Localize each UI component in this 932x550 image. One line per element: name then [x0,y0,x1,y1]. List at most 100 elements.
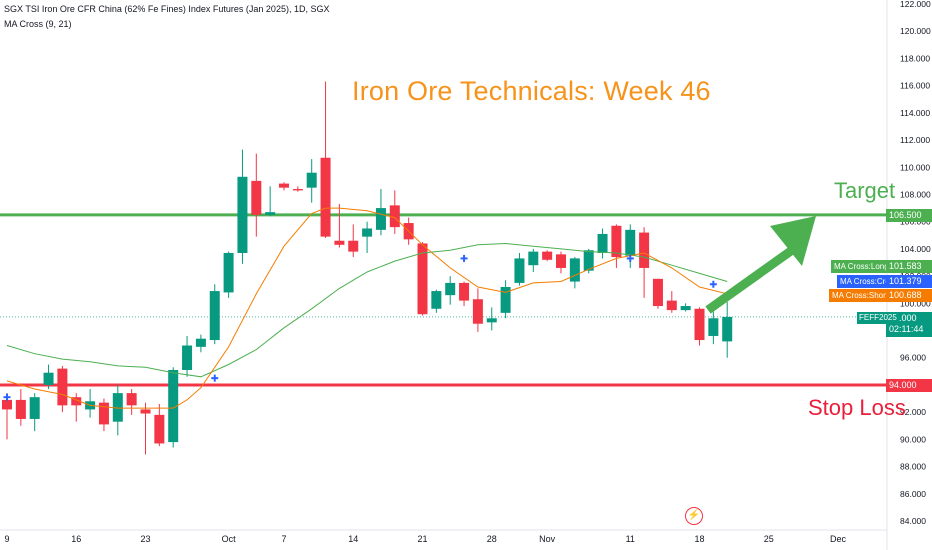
time-tick-label: 23 [140,534,150,544]
time-tick-label: Nov [539,534,556,544]
candle-body [389,205,400,228]
candle-body [195,338,206,347]
candle-body [237,176,248,253]
price-tick-label: 100.000 [900,298,931,308]
candle-body [639,232,650,268]
candle-body [680,306,691,311]
ma-long-price-label: 101.583 [886,260,932,273]
time-tick-label: 21 [417,534,427,544]
ma-short-price-label: 100.688 [886,289,932,302]
candle-body [417,243,428,315]
time-tick-label: 16 [71,534,81,544]
flash-icon[interactable]: ⚡ [685,507,703,525]
price-tick-label: 118.000 [900,53,930,63]
candle-body [722,316,733,342]
candle-body [583,250,594,271]
candle-body [71,397,82,406]
price-tick-label: 88.000 [900,462,926,472]
price-tick-label: 108.000 [900,189,931,199]
time-tick-label: 9 [4,534,9,544]
target-arrow [705,216,816,314]
bar-countdown: 02:11:44 [889,324,924,334]
candle-body [265,212,276,215]
candle-body [459,282,470,301]
price-tick-label: 116.000 [900,81,930,91]
candle-body [486,318,497,323]
arrow-head [770,216,816,266]
candle-body [15,399,26,419]
candle-body [694,308,705,341]
price-tick-label: 122.000 [900,0,931,9]
candle-body [292,189,303,191]
candle-body [334,240,345,245]
price-tick-label: 84.000 [900,516,926,526]
time-tick-label: 25 [764,534,774,544]
price-tick-label: 90.000 [900,434,926,444]
time-tick-label: 7 [281,534,286,544]
candle-body [556,254,566,268]
candle-body [112,393,123,422]
candle-body [2,399,12,410]
short-ma-line [6,207,728,409]
candle-body [528,251,539,266]
candle-body [182,345,193,370]
candle-body [652,278,663,307]
stop-price-label: 94.000 [886,379,932,392]
candle-body [320,157,331,237]
candle-body [542,251,553,260]
candle-body [445,282,456,296]
moving-averages [6,207,728,409]
indicator-label[interactable]: MA Cross (9, 21) [4,19,72,29]
price-tick-label: 92.000 [900,407,926,417]
candlestick-series [2,81,733,455]
price-tick-label: 114.000 [900,108,930,118]
candle-body [569,258,580,282]
arrow-shaft [705,244,798,314]
price-tick-label: 104.000 [900,244,931,254]
stop-loss-annotation: Stop Loss [808,395,906,420]
candle-body [708,318,719,336]
headline-text: Iron Ore Technicals: Week 46 [352,76,711,106]
candle-body [154,414,165,444]
target-price-label: 106.500 [886,209,932,222]
candle-body [625,229,636,256]
candle-body [126,393,137,406]
price-tick-label: 110.000 [900,162,930,172]
time-tick-label: 11 [626,534,635,544]
candle-body [43,372,54,385]
price-tick-label: 86.000 [900,489,926,499]
time-tick-label: 14 [348,534,358,544]
candle-body [223,252,234,293]
last-price-value: 99.000 [889,313,917,323]
candle-body [375,208,386,230]
candle-body [306,172,317,188]
price-tick-label: 96.000 [900,353,926,363]
candle-body [362,228,373,237]
ma-cross-markers [3,254,717,401]
candle-body [168,369,179,443]
price-levels [0,213,887,387]
target-annotation: Target [834,178,896,203]
candle-body [57,368,68,406]
candle-body [98,402,109,425]
symbol-title: SGX TSI Iron Ore CFR China (62% Fe Fines… [4,4,330,14]
time-tick-label: 28 [487,534,497,544]
symbol-tag: FEFF2025 [857,312,899,324]
price-tick-label: 112.000 [900,135,930,145]
candle-body [431,291,442,309]
candle-body [472,299,483,324]
candle-body [29,397,40,419]
candle-body [140,409,151,414]
candle-body [514,258,525,283]
time-tick-label: Dec [830,534,847,544]
candle-body [666,300,677,311]
candle-body [597,233,608,253]
candle-body [251,180,262,215]
time-axis: 9 16 23 Oct 7 14 21 28 Nov 11 18 25 Dec [4,534,846,544]
long-ma-line [6,242,728,378]
time-tick-label: 18 [694,534,704,544]
candle-body [500,286,511,313]
time-tick-label: Oct [222,534,237,544]
candle-body [279,183,289,188]
